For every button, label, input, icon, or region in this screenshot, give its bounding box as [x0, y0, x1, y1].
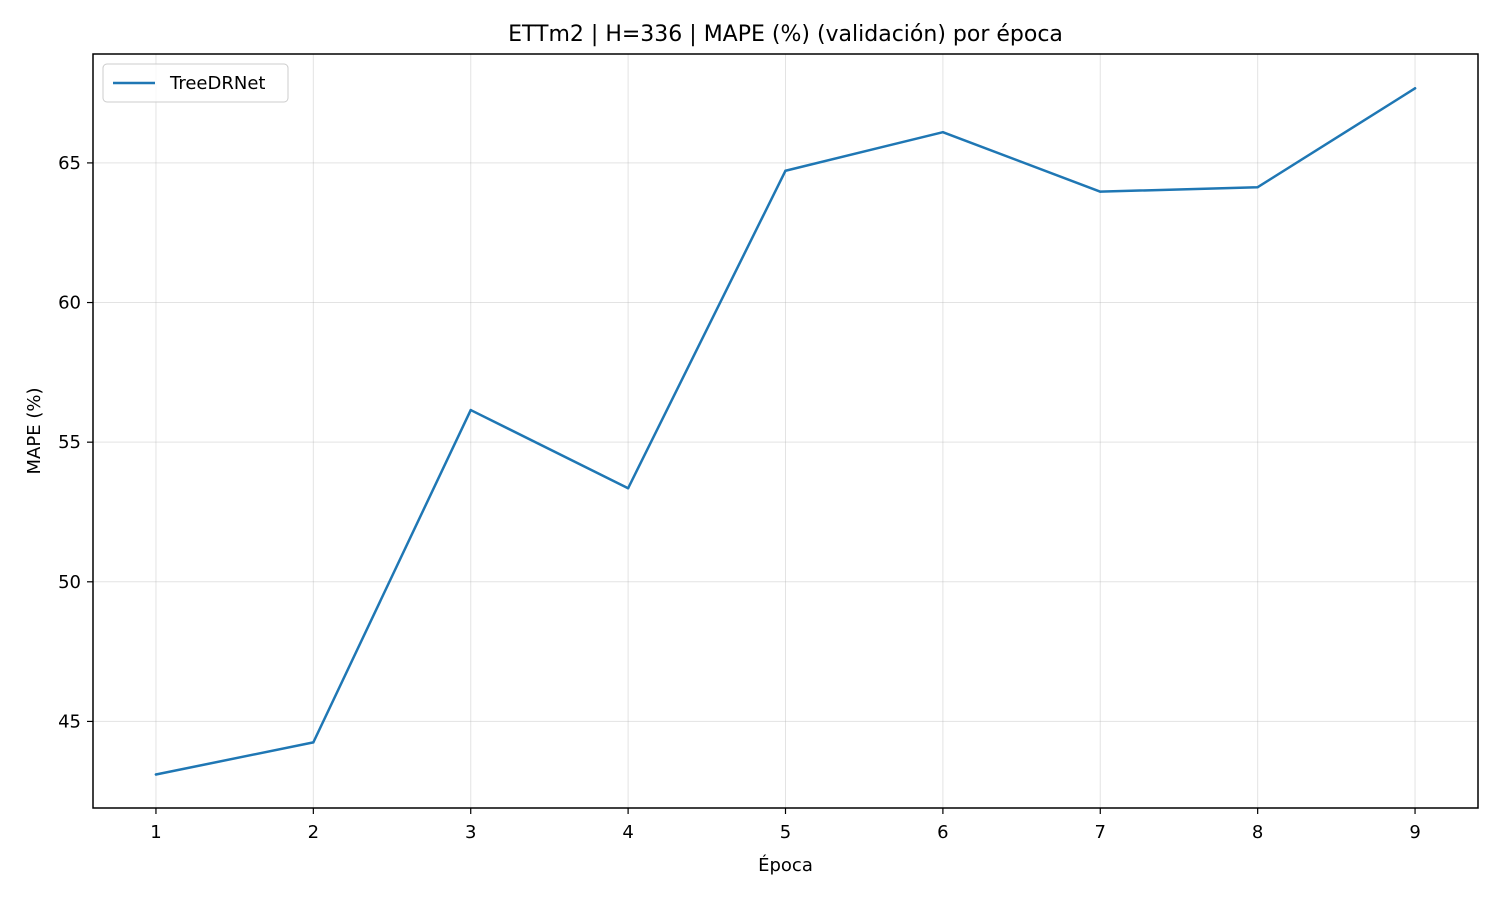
data-point [154, 773, 158, 776]
x-tick-label: 6 [937, 822, 948, 843]
grid-layer [93, 54, 1478, 808]
legend-label: TreeDRNet [169, 73, 265, 94]
x-tick-label: 4 [622, 822, 633, 843]
x-tick-label: 9 [1409, 822, 1420, 843]
x-tick-label: 1 [150, 822, 161, 843]
data-point [626, 487, 630, 490]
x-tick-label: 3 [465, 822, 476, 843]
x-tick-label: 5 [780, 822, 791, 843]
y-tick-label: 50 [58, 572, 81, 593]
data-point [1099, 190, 1102, 193]
data-point [941, 130, 945, 134]
y-axis-title: MAPE (%) [24, 388, 45, 475]
y-tick-label: 60 [58, 293, 81, 314]
x-tick-label: 2 [308, 822, 319, 843]
legend: TreeDRNet [102, 63, 289, 103]
data-point [469, 408, 472, 412]
series-layer [154, 87, 1417, 776]
y-tick-label: 45 [58, 711, 81, 732]
data-point [784, 169, 787, 172]
data-point [1256, 186, 1259, 189]
x-tick-label: 8 [1252, 822, 1263, 843]
data-point [1413, 87, 1417, 90]
x-tick-label: 7 [1095, 822, 1106, 843]
x-axis-title: Época [758, 854, 813, 876]
chart-title: ETTm2 | H=336 | MAPE (%) (validación) po… [508, 22, 1063, 47]
y-tick-label: 65 [58, 153, 81, 174]
legend-box [102, 63, 289, 103]
y-tick-label: 55 [58, 432, 81, 453]
data-point [312, 741, 315, 744]
